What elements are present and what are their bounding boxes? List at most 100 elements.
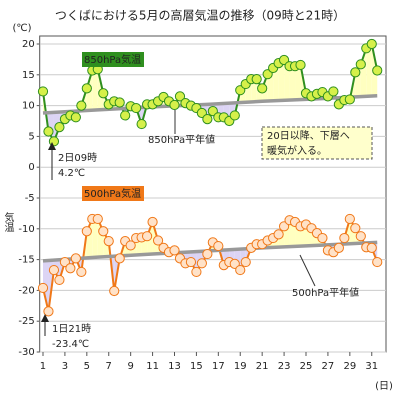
annotation: 1日21時 [52,323,91,335]
series-label-box [82,186,144,201]
point [355,231,366,242]
series-label: 500hPa気温 [84,187,141,200]
arrow-head [41,314,49,322]
x-tick-label: 7 [106,361,112,372]
x-tick-label: 15 [190,361,203,372]
point [81,83,92,94]
markers [37,38,383,317]
y-tick-label: 5 [28,131,34,142]
point [43,306,54,317]
x-tick-label: 5 [84,361,90,372]
x-tick-label: 13 [168,361,181,372]
x-tick-label: 3 [62,361,68,372]
arrow-head [48,142,56,150]
point [114,97,125,108]
point [229,110,240,121]
point [328,86,339,97]
point [147,216,158,228]
series-label: 850hPa気温 [84,53,141,66]
annotation: 暖気が入る。 [267,144,327,157]
point [98,88,109,99]
chart-title: つくばにおける5月の高層気温の推移（09時と21時） [55,8,345,23]
point [350,67,361,78]
anomaly-fill [92,69,98,111]
y-unit: (℃) [12,23,31,34]
annotation: 20日以降、下層へ [267,129,350,142]
annotation: 4.2℃ [58,168,85,179]
point [131,102,142,114]
x-tick-label: 17 [212,361,225,372]
point [103,236,114,247]
series-label-box [82,52,144,67]
y-tick-label: -10 [18,224,34,235]
y-tick-label: 0 [28,162,34,173]
point [92,213,103,225]
point [76,266,87,278]
leader [299,254,316,287]
series-label: 500hPa平年値 [292,286,359,299]
note-box [261,126,373,160]
y-tick-label: -30 [18,347,34,358]
point [43,126,54,137]
point [141,231,153,242]
point [196,258,207,269]
x-tick-label: 31 [365,361,378,372]
point [240,256,251,268]
x-tick-label: 25 [300,361,313,372]
point [48,264,60,276]
point [185,256,197,268]
y-tick-label: 10 [22,101,35,112]
point [54,122,65,133]
anomaly-fill [278,60,285,101]
anomaly-fill [295,64,301,100]
point [355,59,366,70]
point [202,114,213,125]
anomaly-fill [289,66,296,101]
y-label: 気温 [2,211,14,232]
point [366,38,377,50]
point [76,100,87,111]
annotation: -23.4℃ [52,339,89,350]
point [213,240,224,252]
point [317,232,328,244]
point [202,248,213,260]
point [169,99,180,111]
point [366,242,377,253]
point [273,229,284,240]
point [114,253,125,264]
point [65,263,76,274]
x-tick-label: 29 [343,361,356,372]
point [174,91,186,102]
x-tick-label: 21 [256,361,269,372]
x-tick-label: 19 [234,361,247,372]
x-tick-label: 9 [127,361,133,372]
y-tick-label: 20 [22,39,35,50]
point [152,235,164,246]
y-tick-label: 15 [22,70,35,81]
point [344,213,355,225]
point [136,118,147,130]
point [339,232,350,244]
point [372,65,383,76]
y-tick-label: -20 [18,285,34,296]
annotation: 2日09時 [58,152,97,164]
point [257,83,268,94]
point [54,274,65,286]
point [251,74,262,85]
x-tick-label: 11 [146,361,159,372]
point [37,86,49,97]
point [350,223,361,234]
point [333,242,344,253]
y-tick-label: -25 [18,316,34,327]
point [109,285,120,297]
series-label: 850hPa平年値 [148,133,215,146]
x-tick-label: 23 [278,361,291,372]
x-unit: (日) [375,381,393,392]
point [37,282,49,294]
point [191,266,202,278]
point [344,94,355,105]
point [98,226,109,237]
point [372,256,383,268]
anomaly-fill [366,44,372,97]
